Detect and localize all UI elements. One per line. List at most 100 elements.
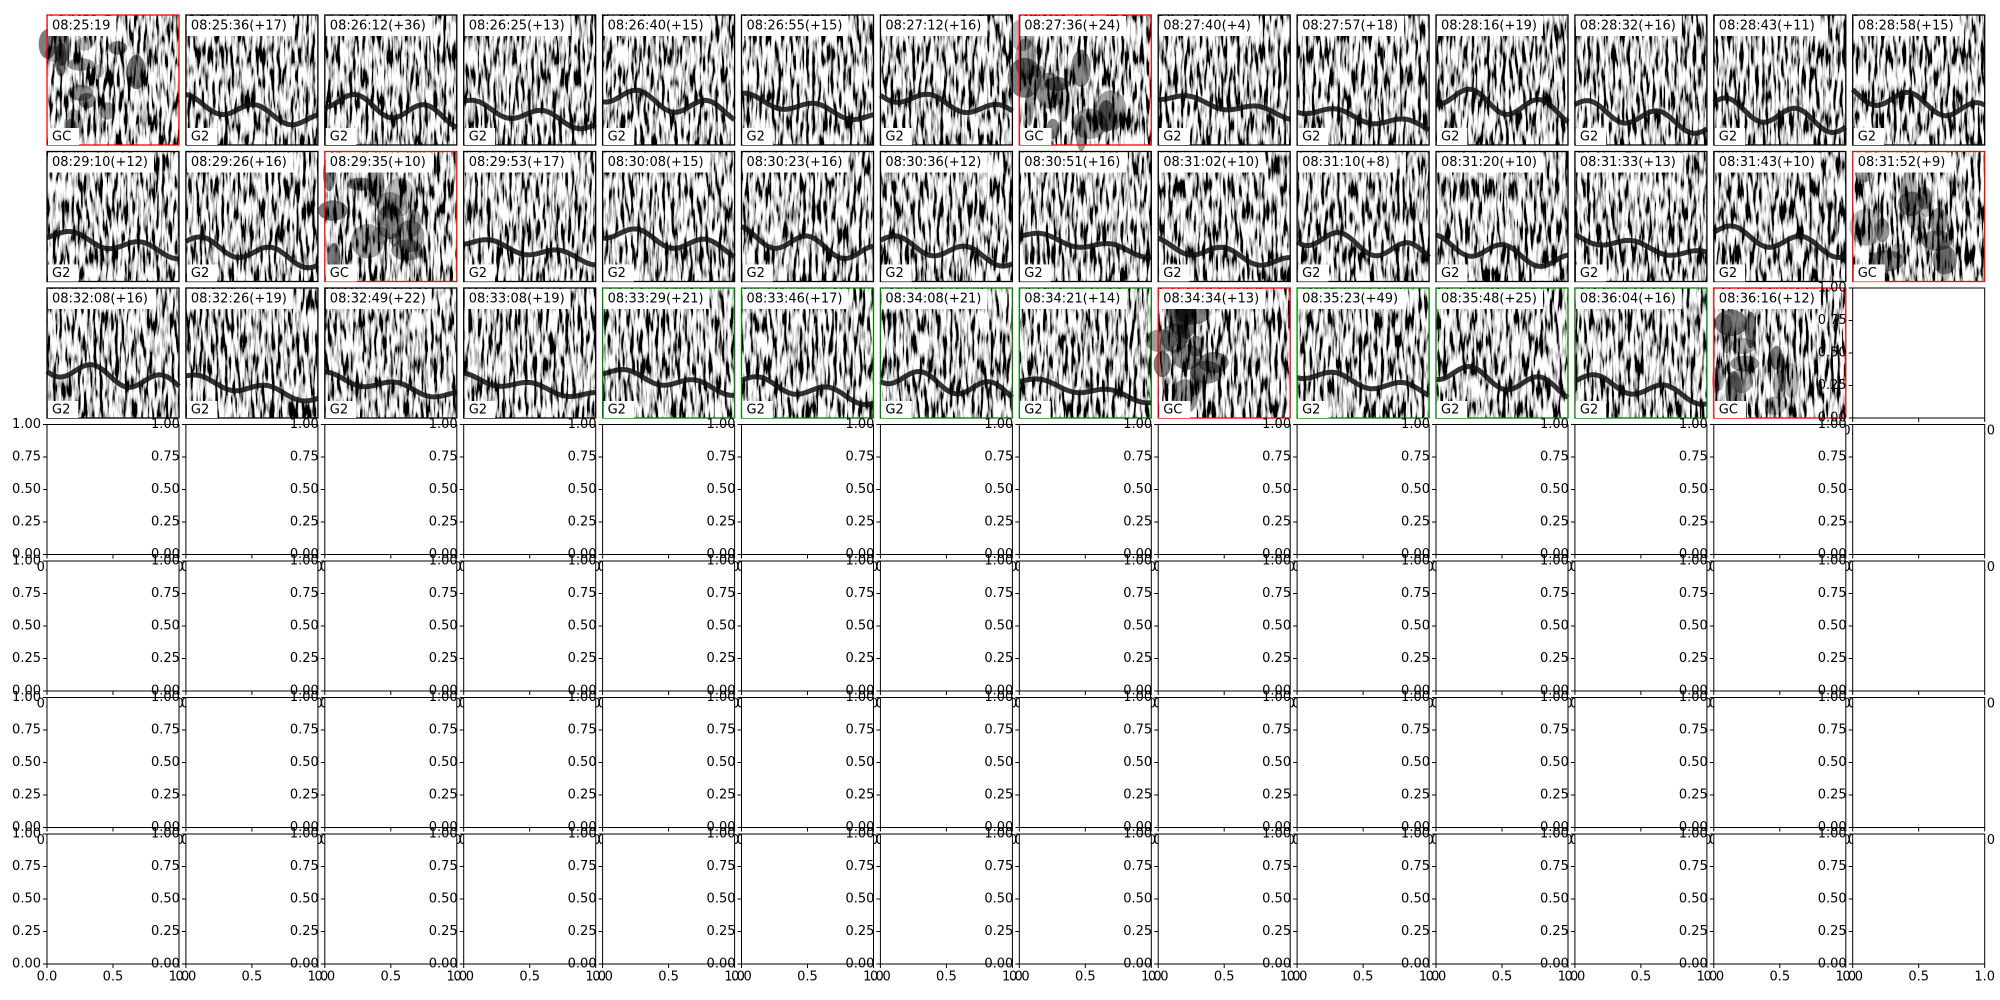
title-box — [1437, 16, 1543, 36]
title-box — [1575, 289, 1682, 309]
empty-axes: 0.000.250.500.751.000.00.51.0 — [1540, 554, 1717, 712]
label-box — [186, 128, 218, 145]
y-tick-label: 0.50 — [1679, 619, 1708, 634]
panel-title: 08:25:36(+17) — [191, 19, 287, 34]
y-tick-label: 0.00 — [1401, 957, 1430, 972]
label-box — [881, 401, 912, 418]
x-tick-label: 0.0 — [176, 970, 197, 985]
y-tick-label: 0.25 — [1818, 788, 1847, 803]
call-trace — [184, 234, 319, 271]
spectrogram-image — [1852, 15, 1985, 145]
y-tick-label: 1.00 — [1679, 690, 1708, 705]
y-tick-label: 1.00 — [429, 554, 458, 569]
y-tick-label: 1.00 — [429, 827, 458, 842]
y-tick-label: 0.75 — [568, 586, 597, 601]
x-tick-label: 0.5 — [1353, 970, 1374, 985]
call-trace — [1850, 87, 1986, 119]
y-tick-label: 0.50 — [1818, 755, 1847, 770]
noise-blob — [68, 84, 94, 101]
y-tick-label: 0.75 — [1679, 450, 1708, 465]
spectrogram-panel: 08:31:33(+13) G2 — [1573, 150, 1708, 283]
axes-frame — [324, 833, 458, 965]
panel-label: G2 — [1441, 130, 1459, 145]
axes-frame — [741, 424, 874, 555]
title-box — [1437, 152, 1543, 173]
x-tick-label: 0.5 — [1769, 970, 1790, 985]
y-tick-label: 0.75 — [1123, 723, 1152, 738]
y-tick-label: 0.75 — [290, 859, 319, 874]
panel-title: 08:32:49(+22) — [330, 292, 426, 307]
call-trace — [1573, 98, 1709, 136]
y-tick-label: 0.75 — [707, 586, 736, 601]
panel-title: 08:36:04(+16) — [1580, 292, 1676, 307]
panel-title: 08:29:53(+17) — [469, 155, 565, 170]
axes-frame — [1018, 560, 1152, 692]
y-tick-label: 0.25 — [1262, 924, 1291, 939]
panel-title: 08:29:35(+10) — [330, 155, 426, 170]
panel-frame — [879, 150, 1014, 283]
y-tick-label: 0.50 — [290, 482, 319, 497]
panel-title: 08:33:08(+19) — [469, 292, 565, 307]
spectrogram-panel: 08:29:53(+17) G2 — [463, 150, 597, 283]
panel-title: 08:34:34(+13) — [1163, 292, 1259, 307]
axes-frame — [463, 560, 597, 692]
panel-frame — [740, 14, 875, 146]
y-tick-label: 1.00 — [568, 827, 597, 842]
y-tick-label: 0.25 — [1262, 788, 1291, 803]
y-tick-label: 0.75 — [1401, 450, 1430, 465]
call-trace — [46, 229, 180, 262]
noise-blob — [366, 164, 385, 207]
panel-frame — [1435, 14, 1569, 146]
title-box — [1714, 152, 1821, 173]
noise-blob — [1044, 76, 1070, 91]
noise-blob — [390, 233, 400, 247]
noise-blob — [1929, 207, 1948, 237]
y-tick-label: 0.00 — [1818, 820, 1847, 835]
axes-frame — [1852, 287, 1986, 419]
empty-axes: 0.000.250.500.751.000.00.51.0 — [12, 417, 189, 575]
label-box — [742, 264, 773, 282]
empty-axes: 0.000.250.500.751.000.00.51.0 — [707, 554, 884, 712]
y-tick-label: 0.25 — [1401, 788, 1430, 803]
y-tick-label: 0.75 — [151, 586, 180, 601]
spectrogram-image — [1436, 151, 1568, 282]
y-tick-label: 0.00 — [984, 684, 1013, 699]
title-box — [603, 152, 710, 173]
x-tick-label: 0.0 — [37, 970, 58, 985]
noise-blob — [406, 208, 422, 237]
y-tick-label: 0.25 — [1818, 651, 1847, 666]
x-tick-label: 1.0 — [169, 970, 190, 985]
y-tick-label: 1.00 — [1123, 827, 1152, 842]
y-tick-label: 0.75 — [1540, 586, 1569, 601]
y-tick-label: 0.50 — [429, 482, 458, 497]
panel-label: G2 — [1163, 266, 1181, 281]
spectrogram-panel: 08:35:48(+25) G2 — [1435, 287, 1570, 419]
noise-blob — [1189, 360, 1223, 384]
panel-frame — [1018, 287, 1152, 419]
title-box — [1020, 152, 1127, 173]
panel-title: 08:32:26(+19) — [191, 292, 287, 307]
y-tick-label: 1.00 — [984, 690, 1013, 705]
call-trace — [1018, 230, 1152, 260]
title-box — [325, 152, 432, 173]
panel-label: G2 — [747, 130, 765, 145]
panel-label: GC — [52, 130, 71, 145]
noise-blob — [351, 224, 385, 259]
noise-blob — [375, 191, 404, 219]
y-tick-label: 0.75 — [12, 859, 41, 874]
title-box — [464, 152, 571, 173]
call-trace — [1712, 223, 1847, 261]
y-tick-label: 0.00 — [568, 547, 597, 562]
panel-label: G2 — [885, 130, 903, 145]
y-tick-label: 1.00 — [1818, 690, 1847, 705]
noise-blob — [1035, 72, 1063, 109]
axes-frame — [879, 697, 1013, 828]
y-tick-label: 0.25 — [845, 924, 874, 939]
panel-title: 08:31:33(+13) — [1580, 155, 1676, 170]
y-tick-label: 0.25 — [707, 515, 736, 530]
y-tick-label: 0.25 — [429, 515, 458, 530]
x-tick-label: 0.5 — [1492, 970, 1513, 985]
axes-frame — [1157, 424, 1291, 555]
y-tick-label: 0.25 — [1262, 515, 1291, 530]
